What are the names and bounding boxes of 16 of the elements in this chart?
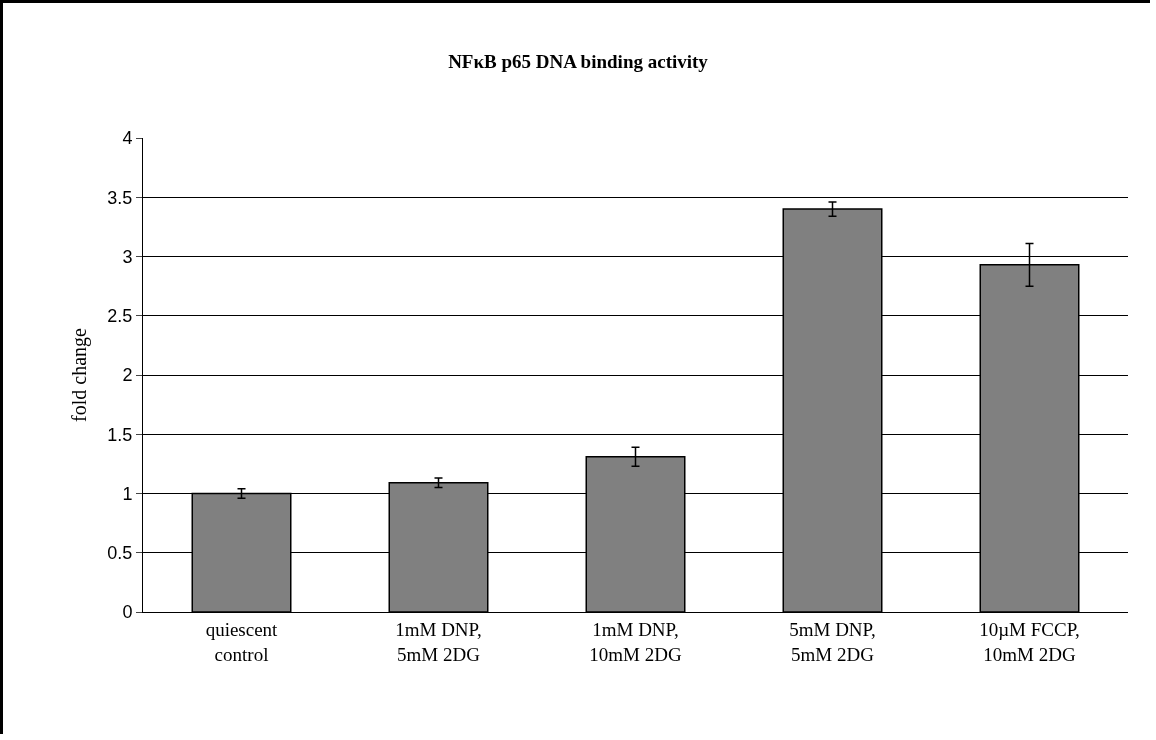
y-tick-label: 3.5 bbox=[107, 187, 133, 208]
x-tick-label: 10µM FCCP, 10mM 2DG bbox=[979, 618, 1080, 665]
y-tick-label: 1.5 bbox=[107, 424, 133, 445]
y-tick-label: 0 bbox=[122, 602, 133, 623]
y-tick-label: 1 bbox=[122, 483, 133, 504]
x-tick-label: quiescent control bbox=[205, 618, 279, 665]
y-tick-label: 0.5 bbox=[107, 543, 133, 564]
x-tick-label: 1mM DNP, 5mM 2DG bbox=[395, 618, 482, 665]
y-tick-label: 2.5 bbox=[107, 306, 133, 327]
y-tick-label: 3 bbox=[122, 246, 133, 267]
chart-title: NFκB p65 DNA binding activity bbox=[448, 50, 709, 72]
x-tick-label: 1mM DNP, 10mM 2DG bbox=[589, 618, 682, 665]
y-tick-label: 4 bbox=[122, 128, 133, 149]
y-axis-title: fold change bbox=[67, 327, 91, 422]
y-tick-label: 2 bbox=[122, 365, 133, 386]
x-tick-label: 5mM DNP, 5mM 2DG bbox=[789, 618, 876, 665]
